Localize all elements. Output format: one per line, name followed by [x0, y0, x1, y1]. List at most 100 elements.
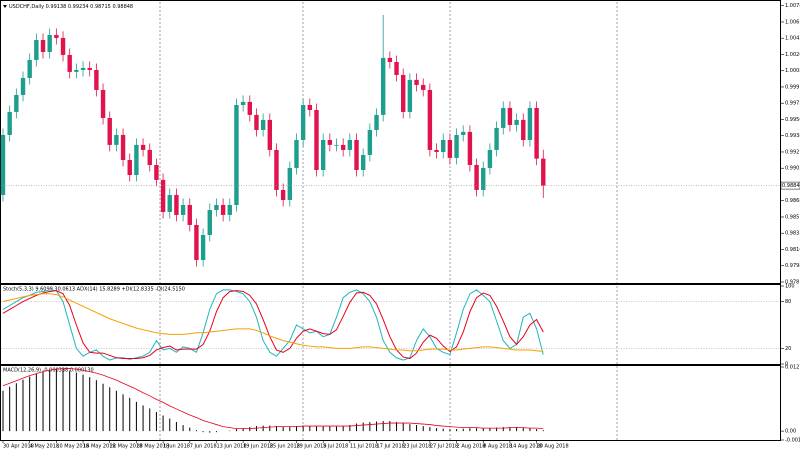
candle-body: [180, 204, 186, 215]
x-tick-label: 4 May 2018: [30, 444, 59, 450]
candle-body: [421, 84, 426, 90]
signal-line: [2, 368, 544, 430]
candle-body: [394, 61, 399, 75]
x-tick-label: 25 Jun 2018: [270, 444, 300, 450]
y-tick-label: 0.98685: [785, 198, 800, 204]
candle-body: [434, 149, 439, 152]
y-tick-label: 0.99385: [785, 133, 800, 139]
candle-body: [534, 107, 539, 159]
x-tick-label: 1 Jun 2018: [163, 444, 190, 450]
candle-body: [54, 34, 59, 38]
y-tick-label: 20: [785, 346, 791, 352]
candle-body: [280, 189, 286, 200]
candle-body: [227, 204, 232, 215]
candle-body: [427, 89, 433, 150]
candle-body: [320, 139, 326, 170]
x-tick-label: 20 Aug 2018: [537, 444, 569, 450]
candle-body: [154, 164, 159, 180]
candle-body: [267, 119, 272, 150]
candle-body: [207, 210, 212, 235]
candle-body: [167, 194, 172, 212]
x-tick-label: 30 Apr 2018: [3, 444, 34, 450]
x-tick-label: 10 May 2018: [56, 444, 89, 450]
x-tick-label: 23 Jul 2018: [403, 444, 431, 450]
x-tick-label: 11 Jul 2018: [350, 444, 378, 450]
candle-body: [441, 139, 446, 152]
candle-body: [300, 104, 306, 140]
candle-body: [114, 134, 119, 145]
candle-body: [247, 101, 252, 115]
candle-body: [147, 149, 152, 165]
x-tick-label: 8 Aug 2018: [483, 444, 512, 450]
candle-body: [234, 104, 239, 205]
candle-body: [514, 119, 519, 125]
candle-body: [134, 144, 139, 176]
candle-body: [294, 139, 299, 168]
y-tick-label: 1.00260: [785, 52, 800, 58]
candle-body: [314, 109, 319, 170]
current-price-label: 0.98848: [782, 183, 800, 189]
candle-body: [200, 234, 206, 260]
candle-body: [107, 117, 112, 145]
indicator-line: [2, 290, 544, 360]
candle-body: [20, 77, 26, 95]
y-tick-label: -0.001759: [785, 438, 800, 444]
y-tick-label: 0.00: [785, 429, 796, 435]
candle-body: [447, 139, 453, 158]
y-tick-label: 0.99735: [785, 101, 800, 107]
x-tick-label: 27 Jul 2018: [430, 444, 458, 450]
candle-body: [501, 107, 506, 128]
candle-body: [260, 119, 266, 130]
candle-body: [14, 94, 19, 112]
candle-body: [120, 134, 126, 160]
candle-body: [140, 144, 146, 150]
candle-body: [127, 159, 132, 176]
y-tick-label: 100: [785, 284, 795, 290]
candle-body: [240, 101, 246, 105]
x-tick-label: 2 Aug 2018: [457, 444, 486, 450]
candle-body: [87, 67, 92, 70]
x-tick-label: 13 Jun 2018: [216, 444, 246, 450]
y-tick-label: 1.00085: [785, 68, 800, 74]
candle-body: [454, 134, 459, 158]
y-tick-label: 0: [785, 362, 788, 368]
y-tick-label: 0.97985: [785, 263, 800, 269]
x-tick-label: 16 May 2018: [83, 444, 116, 450]
candle-body: [334, 144, 339, 146]
candle-body: [401, 74, 406, 112]
y-tick-label: 80: [785, 299, 791, 305]
x-tick-label: 29 Jun 2018: [296, 444, 326, 450]
stoch-title: Stoch(5,3,3) 9.6099 30.0613 ADX(14) 15.8…: [3, 287, 185, 293]
candle-body: [174, 194, 179, 215]
candle-body: [407, 79, 413, 112]
candle-body: [367, 129, 373, 155]
current-price-box: [780, 181, 800, 190]
candle-body: [467, 131, 473, 165]
y-tick-label: 1.00610: [785, 19, 800, 25]
candle-body: [461, 131, 466, 135]
candle-body: [80, 67, 86, 70]
x-tick-label: 19 Jun 2018: [243, 444, 273, 450]
y-tick-label: 1.00435: [785, 36, 800, 42]
macd-panel-frame: [0, 365, 781, 441]
x-tick-label: 5 Jul 2018: [323, 444, 348, 450]
x-tick-label: 7 Jun 2018: [190, 444, 217, 450]
candle-body: [360, 154, 366, 170]
candle-body: [0, 134, 6, 195]
candle-body: [507, 107, 513, 125]
candle-body: [347, 139, 353, 150]
candle-body: [307, 104, 313, 110]
candle-body: [487, 149, 493, 168]
main-panel-frame: [0, 0, 781, 284]
candle-body: [354, 139, 359, 170]
candle-body: [327, 139, 333, 145]
x-tick-label: 28 May 2018: [136, 444, 169, 450]
candle-body: [541, 158, 546, 186]
candle-body: [27, 59, 32, 78]
candle-body: [74, 69, 79, 72]
candle-body: [34, 39, 39, 60]
candle-body: [521, 119, 526, 140]
y-tick-label: 0.98335: [785, 231, 800, 237]
candle-body: [194, 224, 199, 260]
